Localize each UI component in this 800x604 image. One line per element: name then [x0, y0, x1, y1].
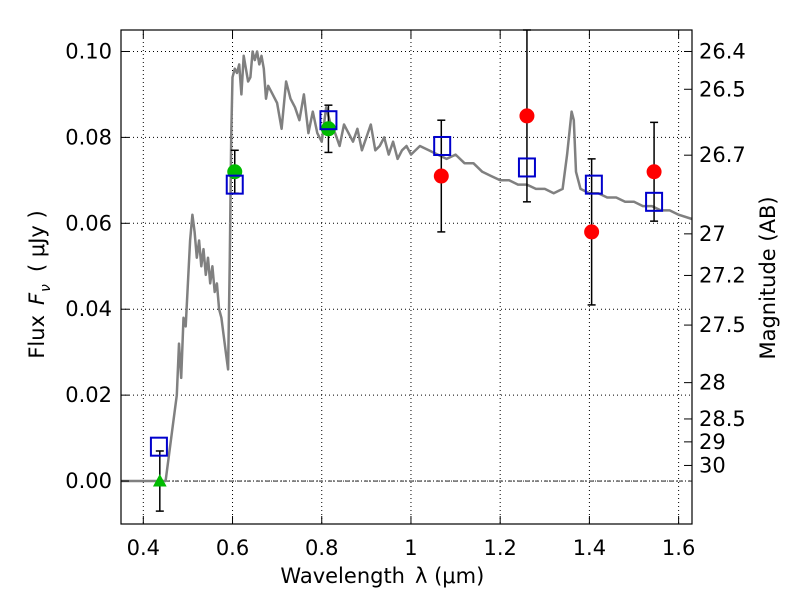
y-axis-label-symbol: F	[25, 292, 49, 305]
mag-tick-label: 28.5	[699, 407, 746, 431]
blue-square-marker	[319, 110, 338, 131]
blue-square-marker	[225, 174, 244, 195]
y-tick-label: 0.04	[65, 297, 112, 321]
mag-tick-label: 26.7	[699, 143, 746, 167]
y-axis-label-group: Flux F ν ( μJy )	[25, 210, 54, 358]
y-axis-label-subscript: ν	[38, 284, 54, 292]
mag-tick-label: 27.2	[699, 263, 746, 287]
red-data-point	[519, 108, 535, 124]
x-tick-label: 1	[404, 536, 417, 560]
model-sed-group	[121, 50, 693, 483]
mag-tick-label: 28	[699, 371, 726, 395]
mag-tick-label: 29	[699, 430, 726, 454]
y-tick-label: 0.02	[65, 383, 112, 407]
mag-tick-label: 27	[699, 222, 726, 246]
x-tick-label: 1.6	[662, 536, 695, 560]
upper-limit-marker	[152, 473, 167, 487]
y-tick-label: 0.06	[65, 211, 112, 235]
x-tick-label: 0.6	[216, 536, 249, 560]
blue-square-marker	[517, 157, 536, 178]
x-axis-label: Wavelength	[280, 564, 405, 588]
model-sed-line	[121, 50, 693, 483]
y-tick-label: 0.08	[65, 125, 112, 149]
red-data-point	[433, 168, 449, 184]
x-tick-label: 1.2	[483, 536, 516, 560]
x-tick-label: 0.8	[305, 536, 338, 560]
y2-axis-label: Magnitude (AB)	[756, 196, 780, 359]
x-tick-label: 1.4	[573, 536, 606, 560]
red-data-point	[646, 164, 662, 180]
y2-axis-label-group: Magnitude (AB)	[756, 196, 780, 359]
axes	[120, 29, 693, 525]
plot-frame	[120, 29, 693, 525]
mag-tick-label: 26.5	[699, 77, 746, 101]
x-axis-label-symbol: λ (μm)	[415, 564, 484, 588]
blue-square-marker	[645, 191, 664, 212]
blue-square-marker	[584, 174, 603, 195]
y-axis-label: Flux	[25, 315, 49, 359]
y-axis-label-unit: ( μJy )	[25, 210, 49, 272]
ticks: 0.4 0.6 0.8 1 1.2 1.4 1.6 0.00 0.02 0.04 0.06 0.08 0…	[65, 30, 746, 560]
mag-tick-label: 26.4	[699, 39, 746, 63]
y-tick-label: 0.10	[65, 39, 112, 63]
x-tick-label: 0.4	[127, 536, 160, 560]
mag-tick-label: 27.5	[699, 313, 746, 337]
blue-square-marker	[433, 135, 452, 156]
green-data-point	[227, 164, 243, 180]
mag-tick-label: 30	[699, 453, 726, 477]
y-tick-label: 0.00	[65, 469, 112, 493]
red-data-point	[584, 224, 600, 240]
blue-square-marker	[149, 436, 168, 457]
